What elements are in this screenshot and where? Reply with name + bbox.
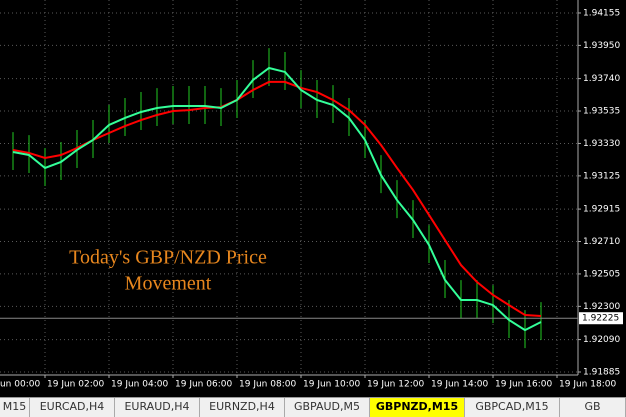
annotation: Movement [125,273,212,295]
last-price-label: 1.92225 [582,314,619,324]
y-tick-label: 1.92300 [583,302,620,312]
tab-bar: M15 EURCAD,H4 EURAUD,H4 EURNZD,H4 GBPAUD,M5 G… [0,397,626,417]
x-tick-label: 19 Jun 00:00 [0,380,40,390]
annotation: Today's GBP/NZD Price [69,247,267,269]
y-tick-label: 1.94155 [583,8,620,18]
y-tick-label: 1.93950 [583,41,620,51]
axes: 1.94155 1.93950 1.93740 1.93535 1.93330 1.931… [0,8,623,390]
chart-tab[interactable]: EURCAD,H4 [30,398,115,417]
y-tick-label: 1.92710 [583,237,620,247]
chart-tab[interactable]: GBPNZD,M15 [370,398,465,417]
chart-tab[interactable]: EURNZD,H4 [200,398,285,417]
y-tick-label: 1.93330 [583,139,620,149]
y-tick-label: 1.92505 [583,269,620,279]
ma-line [12,66,542,332]
chart: 1.94155 1.93950 1.93740 1.93535 1.93330 1.931… [0,0,623,390]
x-tick-label: 19 Jun 16:00 [495,380,552,390]
x-tick-label: 19 Jun 08:00 [239,380,296,390]
x-tick-label: 19 Jun 12:00 [367,380,424,390]
x-tick-label: 19 Jun 06:00 [175,380,232,390]
x-tick-label: 19 Jun 10:00 [303,380,360,390]
last-price-box [579,312,623,325]
chart-tab[interactable]: EURAUD,H4 [115,398,200,417]
y-tick-label: 1.91885 [583,367,620,377]
y-tick-label: 1.93740 [583,74,620,84]
x-tick-label: 19 Jun 18:00 [559,380,616,390]
plot-area [0,0,578,375]
chart-tab[interactable]: GB [560,398,626,417]
x-tick-label: 19 Jun 02:00 [47,380,104,390]
y-tick-label: 1.92090 [583,335,620,345]
x-tick-label: 19 Jun 14:00 [431,380,488,390]
y-tick-label: 1.92915 [583,205,620,215]
ma-line [12,80,542,318]
chart-tab[interactable]: M15 [0,398,30,417]
y-tick-label: 1.93125 [583,171,620,181]
chart-tab[interactable]: GBPCAD,M15 [465,398,560,417]
y-tick-label: 1.93535 [583,107,620,117]
chart-tab[interactable]: GBPAUD,M5 [285,398,370,417]
x-tick-label: 19 Jun 04:00 [111,380,168,390]
